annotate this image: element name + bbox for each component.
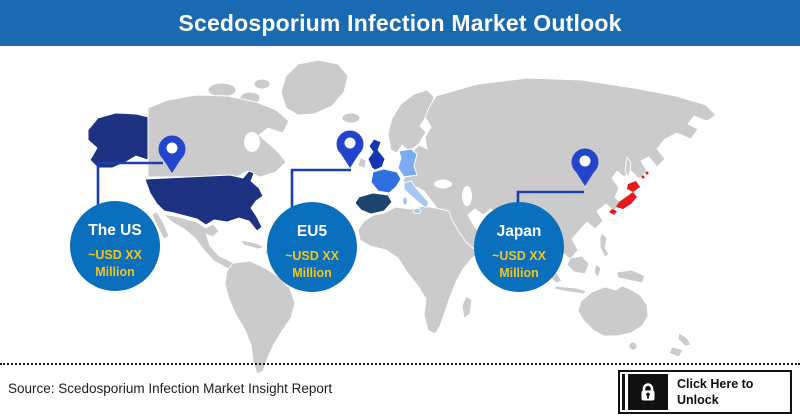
caspian-sea — [462, 186, 472, 206]
connector-eu5 — [290, 168, 351, 208]
tasmania — [628, 341, 638, 351]
baja-california — [151, 211, 170, 240]
unlock-button[interactable]: Click Here to Unlock — [618, 370, 792, 414]
connector-us — [96, 161, 163, 205]
region-value: ~USD XX Million — [88, 248, 142, 279]
new-zealand — [677, 332, 692, 347]
source-text: Source: Scedosporium Infection Market In… — [8, 381, 333, 396]
continents — [147, 59, 717, 375]
caribbean — [239, 239, 265, 250]
region-value: ~USD XX Million — [285, 249, 339, 280]
lock-icon — [628, 374, 668, 410]
hudson-bay — [244, 132, 260, 152]
country-france — [370, 168, 402, 194]
connector-japan — [516, 190, 584, 203]
region-bubble-japan: Japan ~USD XX Million — [474, 202, 564, 292]
mexico-central-america — [162, 213, 246, 275]
dotted-divider — [0, 363, 800, 365]
iceland — [341, 112, 361, 124]
location-pin-eu5-icon — [336, 130, 364, 168]
region-label: The US — [88, 222, 142, 239]
location-pins — [158, 130, 599, 186]
connector-lines — [96, 161, 584, 208]
page-title: Scedosporium Infection Market Outlook — [178, 9, 622, 36]
madagascar — [461, 295, 473, 319]
arctic-island — [253, 78, 271, 90]
location-pin-japan-icon — [571, 148, 599, 186]
ireland — [357, 157, 367, 169]
country-japan-kurils — [641, 175, 645, 179]
country-japan-kyushu — [609, 209, 617, 215]
unlock-label: Click Here to Unlock — [677, 376, 754, 407]
arctic-island — [207, 82, 237, 98]
africa — [357, 205, 482, 335]
country-alaska — [87, 112, 149, 169]
new-guinea — [616, 269, 646, 284]
region-bubble-eu5: EU5 ~USD XX Million — [267, 202, 357, 292]
location-pin-us-icon — [158, 135, 186, 173]
sakhalin — [624, 156, 632, 178]
unlock-accent-bar — [622, 374, 625, 410]
philippines — [599, 232, 610, 258]
sulawesi — [593, 263, 602, 279]
sardinia — [402, 196, 408, 206]
region-bubble-us: The US ~USD XX Million — [70, 201, 160, 291]
sicily — [412, 208, 422, 214]
country-japan-honshu — [616, 192, 637, 209]
australia — [577, 285, 649, 337]
black-sea — [434, 179, 452, 189]
country-japan-kurils — [645, 171, 649, 175]
region-value: ~USD XX Million — [492, 249, 546, 280]
java — [553, 285, 587, 295]
country-us — [144, 170, 264, 232]
country-uk — [367, 138, 386, 171]
country-italy — [403, 180, 430, 209]
country-spain — [354, 192, 393, 215]
greenland — [280, 59, 349, 116]
canada — [147, 94, 290, 178]
country-germany — [397, 148, 418, 178]
country-japan-hokkaido — [627, 181, 640, 192]
highlighted-countries — [87, 112, 649, 232]
region-label: Japan — [496, 223, 542, 240]
borneo — [566, 255, 590, 275]
region-label: EU5 — [296, 223, 328, 240]
new-zealand — [668, 346, 684, 358]
header-bar: Scedosporium Infection Market Outlook — [0, 0, 800, 46]
